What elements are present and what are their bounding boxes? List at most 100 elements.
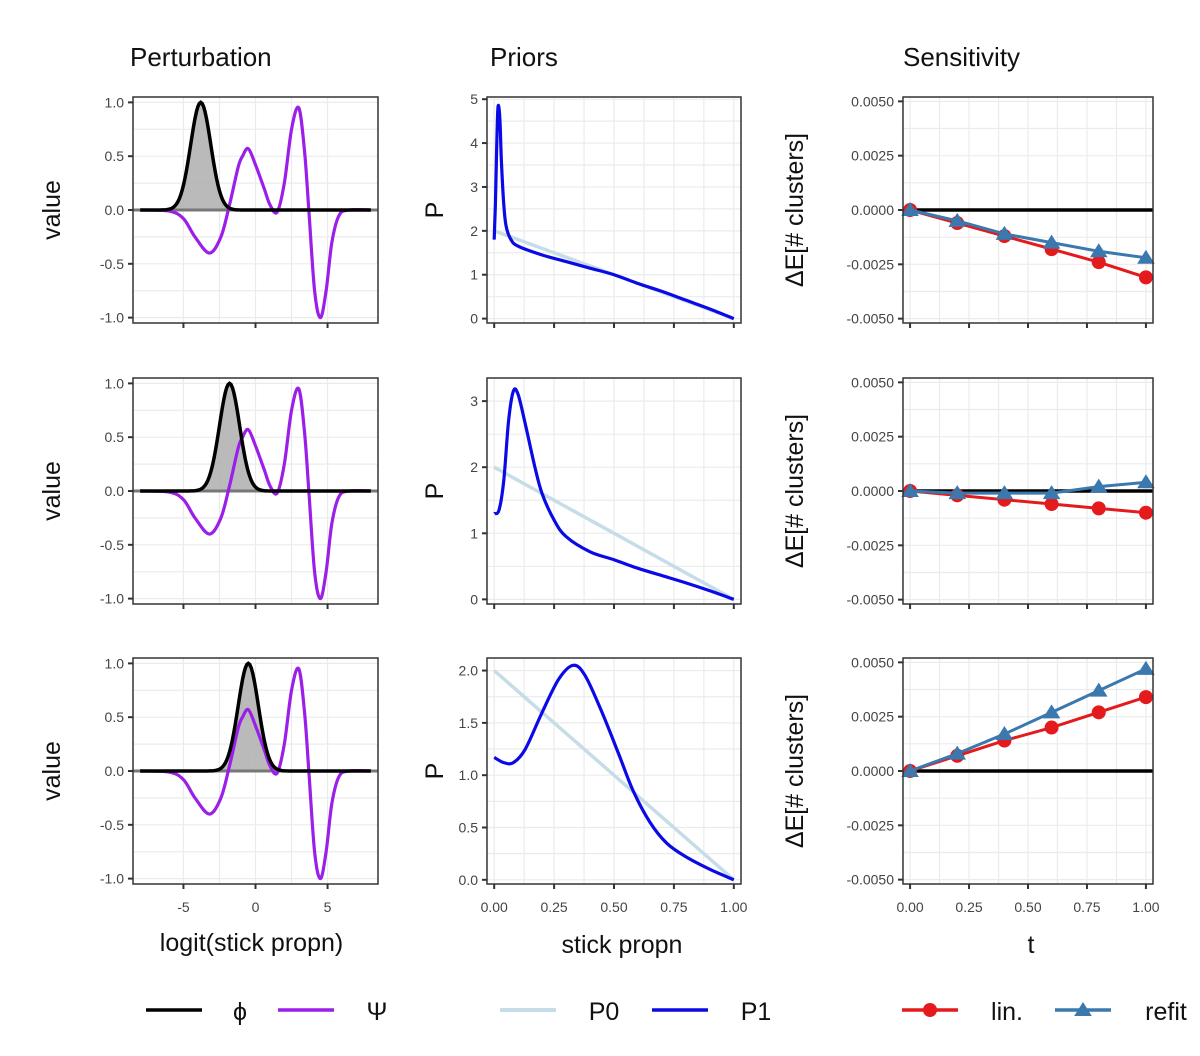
legend-item-refit: refit [1055, 998, 1187, 1026]
column-title-sensitivity: Sensitivity [903, 42, 1020, 72]
lin-point [1091, 501, 1106, 516]
refit-point [1089, 682, 1108, 697]
lin-point [1091, 705, 1106, 720]
legends: ϕ Ψ P0 P1 lin. refit [146, 998, 1187, 1026]
psi-line [140, 666, 371, 881]
refit-line [910, 480, 1147, 495]
x-tick-label: 1.00 [1132, 899, 1159, 915]
y-tick-label: -1.0 [100, 310, 124, 326]
panel-border [902, 657, 1154, 885]
y-axis-title: P [421, 483, 449, 500]
y-tick-label: 4 [470, 135, 478, 151]
priors-panel-3: 0.0 0.5 1.0 1.5 2.0 0.00 0.25 0.50 0.75 1.00 Pstic… [421, 657, 748, 959]
sensitivity-panel-2: 0.0050 0.0025 0.0000 -0.0025 -0.0050 ΔE[# clu… [781, 374, 1155, 609]
refit-point [1137, 474, 1155, 489]
refit-point [1042, 234, 1061, 249]
y-tick-label: 0.5 [105, 429, 125, 445]
y-tick-label: 0.5 [105, 148, 125, 164]
y-tick-label: 0.0 [105, 483, 125, 499]
panel-border [132, 377, 379, 605]
y-tick-label: 1.0 [459, 767, 479, 783]
y-axis-title: ΔE[# clusters] [781, 694, 809, 848]
y-tick-label: 0.0050 [851, 654, 894, 670]
y-tick-label: 1.0 [105, 94, 125, 110]
refit-point [1089, 243, 1108, 258]
x-tick-label: -5 [177, 899, 190, 915]
refit-point [901, 483, 919, 497]
sensitivity-panel-1: 0.0050 0.0025 0.0000 -0.0025 -0.0050 ΔE[# clu… [781, 93, 1155, 328]
legend-label-lin: lin. [991, 998, 1023, 1026]
panel-border [902, 96, 1154, 324]
lin-point [1091, 255, 1106, 270]
x-tick-label: 0.75 [660, 899, 687, 915]
y-tick-label: -0.0050 [847, 872, 895, 888]
p1-line [492, 103, 735, 321]
panel-border [486, 657, 742, 885]
refit-point [901, 202, 919, 216]
y-tick-label: -0.5 [100, 817, 124, 833]
lin-point [1138, 505, 1153, 520]
legend-label-refit: refit [1145, 998, 1187, 1026]
legend-marker-triangle [1074, 1002, 1092, 1016]
lin-point [1044, 497, 1059, 512]
x-axis-title: stick propn [562, 931, 683, 959]
y-tick-label: 0 [470, 591, 478, 607]
refit-point [901, 763, 919, 777]
x-tick-label: 0.50 [600, 899, 627, 915]
legend-item-P1: P1 [652, 998, 771, 1026]
y-tick-label: 2.0 [459, 663, 479, 679]
y-tick-label: 1.0 [105, 655, 125, 671]
refit-point [948, 745, 967, 760]
y-tick-label: 0.0050 [851, 93, 894, 109]
refit-point [948, 212, 967, 227]
x-tick-label: 0.00 [481, 899, 508, 915]
y-tick-label: 0.0 [105, 763, 125, 779]
y-tick-label: -0.0025 [847, 817, 895, 833]
legend-item-phi: ϕ [146, 998, 247, 1026]
x-axis-title: logit(stick propn) [160, 929, 343, 957]
y-tick-label: 0 [470, 311, 478, 327]
refit-point [1042, 485, 1061, 500]
p1-line [493, 387, 735, 601]
priors-panel-2: 0 1 2 3 P [421, 377, 742, 609]
y-tick-label: 0.0000 [851, 202, 894, 218]
y-tick-label: 1 [470, 525, 478, 541]
refit-point [1042, 704, 1061, 719]
panel-border [132, 96, 379, 324]
legend-label-phi: ϕ [233, 998, 247, 1026]
y-tick-label: 2 [470, 459, 478, 475]
y-tick-label: 5 [470, 91, 478, 107]
refit-point [1089, 478, 1108, 493]
refit-point [995, 726, 1014, 741]
y-tick-label: 2 [470, 223, 478, 239]
y-axis-title: value [38, 461, 66, 521]
x-tick-label: 0.50 [1014, 899, 1041, 915]
lin-line [909, 208, 1147, 279]
y-tick-label: 0.0025 [851, 148, 894, 164]
legend-item-P0: P0 [500, 998, 619, 1026]
psi-line [140, 105, 371, 320]
lin-point [1044, 720, 1059, 735]
perturbation-panel-3: 1.0 0.5 0.0 -0.5 -1.0 -5 0 5 value logit(stick pr… [38, 655, 379, 957]
phi-line [140, 100, 371, 212]
panels: 1.0 0.5 0.0 -0.5 -1.0 value 1.0 0.5 0.0 -0.5 -1.0 v… [38, 91, 1160, 959]
y-tick-label: 0.0025 [851, 709, 894, 725]
perturbation-panel-2: 1.0 0.5 0.0 -0.5 -1.0 value [38, 375, 379, 609]
y-tick-label: 1.5 [459, 715, 479, 731]
y-tick-label: 0.0 [105, 202, 125, 218]
psi-line [140, 386, 371, 601]
y-tick-label: -0.5 [100, 256, 124, 272]
phi-shaded-area [140, 102, 371, 210]
refit-point [1137, 660, 1155, 675]
p0-line [493, 669, 735, 882]
y-tick-label: 3 [470, 393, 478, 409]
x-axis-title: t [1028, 931, 1035, 959]
p0-line [493, 465, 735, 601]
x-tick-label: 5 [324, 899, 332, 915]
y-tick-label: 0.0 [459, 872, 479, 888]
panel-border [132, 657, 379, 885]
y-axis-title: ΔE[# clusters] [781, 414, 809, 568]
refit-point [995, 225, 1014, 240]
priors-panel-1: 0 1 2 3 4 5 P [421, 91, 742, 328]
